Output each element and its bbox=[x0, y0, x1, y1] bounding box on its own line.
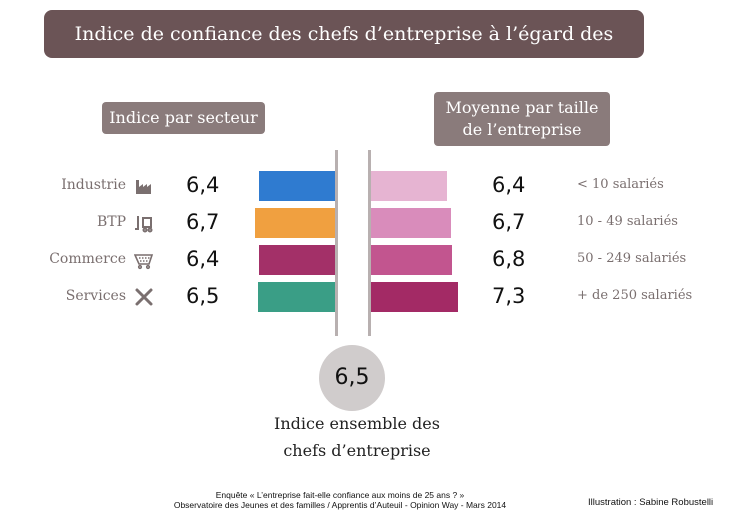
sector-value-label: 6,7 bbox=[186, 210, 220, 234]
tools-icon bbox=[134, 287, 154, 307]
size-value-label: 7,3 bbox=[492, 284, 526, 308]
source-line-1: Enquête « L’entreprise fait-elle confian… bbox=[215, 490, 465, 500]
shopping-cart-icon bbox=[133, 250, 154, 270]
total-label-line-2: chefs d’entreprise bbox=[283, 441, 431, 460]
left-header: Indice par secteur bbox=[102, 102, 265, 134]
right-header-line-2: de l’entreprise bbox=[462, 120, 582, 139]
size-category-label: 50 - 249 salariés bbox=[577, 251, 687, 266]
total-label-line-1: Indice ensemble des bbox=[274, 414, 440, 433]
total-index-circle: 6,5 bbox=[319, 345, 385, 411]
sector-label: Services bbox=[65, 288, 126, 304]
sector-value-label: 6,4 bbox=[186, 173, 220, 197]
sector-label: BTP bbox=[96, 214, 126, 230]
sector-bar bbox=[259, 245, 335, 275]
size-bar bbox=[371, 282, 458, 312]
sector-bar bbox=[255, 208, 335, 238]
sector-value-label: 6,4 bbox=[186, 247, 220, 271]
size-value-label: 6,7 bbox=[492, 210, 526, 234]
size-bar bbox=[371, 208, 451, 238]
size-category-label: < 10 salariés bbox=[577, 177, 664, 192]
factory-icon bbox=[134, 176, 154, 196]
sector-bar bbox=[257, 282, 335, 312]
right-header: Moyenne par taille de l’entreprise bbox=[434, 92, 610, 146]
page-title: Indice de confiance des chefs d’entrepri… bbox=[44, 10, 644, 93]
forklift-icon bbox=[134, 213, 154, 233]
right-axis-line bbox=[368, 150, 371, 336]
sector-label: Industrie bbox=[61, 177, 126, 193]
size-bar bbox=[371, 171, 447, 201]
total-index-label: Indice ensemble des chefs d’entreprise bbox=[252, 410, 462, 464]
sector-bar bbox=[259, 171, 335, 201]
sector-label: Commerce bbox=[49, 251, 126, 267]
right-header-line-1: Moyenne par taille bbox=[445, 98, 599, 117]
illustration-credit: Illustration : Sabine Robustelli bbox=[588, 497, 714, 508]
size-value-label: 6,8 bbox=[492, 247, 526, 271]
size-category-label: + de 250 salariés bbox=[577, 288, 693, 303]
sector-value-label: 6,5 bbox=[186, 284, 220, 308]
size-category-label: 10 - 49 salariés bbox=[577, 214, 678, 229]
source-line-2: Observatoire des Jeunes et des familles … bbox=[173, 500, 507, 510]
source-note: Enquête « L’entreprise fait-elle confian… bbox=[160, 490, 520, 510]
size-bar bbox=[371, 245, 452, 275]
size-value-label: 6,4 bbox=[492, 173, 526, 197]
left-axis-line bbox=[335, 150, 338, 336]
